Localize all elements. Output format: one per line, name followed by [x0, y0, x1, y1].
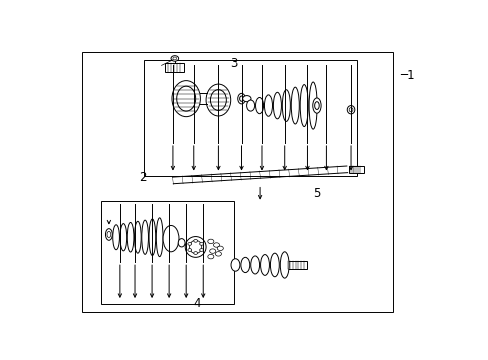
Ellipse shape: [134, 221, 141, 253]
Ellipse shape: [348, 108, 352, 112]
Ellipse shape: [312, 98, 321, 113]
Ellipse shape: [189, 240, 202, 253]
Text: ─1: ─1: [400, 68, 414, 82]
Ellipse shape: [142, 220, 148, 254]
Bar: [144, 60, 356, 176]
Circle shape: [199, 243, 203, 245]
Bar: [165, 63, 183, 72]
Ellipse shape: [205, 84, 230, 116]
Ellipse shape: [230, 259, 240, 271]
Ellipse shape: [280, 252, 288, 278]
Ellipse shape: [273, 92, 281, 119]
Bar: [82, 51, 392, 312]
Ellipse shape: [127, 222, 134, 252]
Ellipse shape: [156, 218, 163, 257]
Circle shape: [207, 255, 213, 259]
Ellipse shape: [107, 231, 111, 238]
Ellipse shape: [282, 90, 290, 121]
Ellipse shape: [246, 100, 254, 111]
Circle shape: [187, 243, 191, 245]
Circle shape: [193, 252, 197, 255]
Text: 4: 4: [193, 297, 201, 310]
Ellipse shape: [346, 105, 354, 114]
Ellipse shape: [264, 95, 272, 116]
Ellipse shape: [314, 102, 319, 109]
Ellipse shape: [185, 237, 205, 257]
Ellipse shape: [270, 253, 279, 277]
Ellipse shape: [255, 98, 263, 114]
Ellipse shape: [113, 225, 119, 250]
Circle shape: [242, 96, 250, 102]
Ellipse shape: [210, 90, 226, 111]
Circle shape: [171, 56, 178, 61]
Ellipse shape: [176, 86, 195, 111]
Ellipse shape: [178, 239, 184, 247]
Ellipse shape: [291, 87, 299, 124]
Ellipse shape: [250, 256, 259, 274]
Ellipse shape: [239, 96, 243, 101]
Circle shape: [217, 246, 223, 251]
Text: 3: 3: [229, 57, 237, 69]
Ellipse shape: [120, 224, 126, 251]
Circle shape: [215, 252, 221, 256]
Circle shape: [199, 249, 203, 251]
Circle shape: [213, 243, 219, 247]
Ellipse shape: [163, 225, 179, 252]
Circle shape: [173, 57, 176, 60]
Circle shape: [193, 239, 197, 242]
Text: 5: 5: [313, 187, 320, 200]
Circle shape: [207, 239, 213, 244]
Ellipse shape: [308, 82, 317, 129]
Text: 2: 2: [139, 171, 146, 184]
Ellipse shape: [172, 81, 200, 117]
Circle shape: [187, 249, 191, 251]
Ellipse shape: [149, 219, 155, 256]
Bar: [286, 261, 307, 269]
Ellipse shape: [300, 85, 307, 127]
Circle shape: [209, 249, 215, 253]
Ellipse shape: [241, 257, 249, 273]
Ellipse shape: [105, 229, 112, 240]
Bar: [101, 201, 233, 304]
Ellipse shape: [237, 93, 245, 104]
Ellipse shape: [260, 255, 269, 275]
Bar: [348, 166, 363, 173]
